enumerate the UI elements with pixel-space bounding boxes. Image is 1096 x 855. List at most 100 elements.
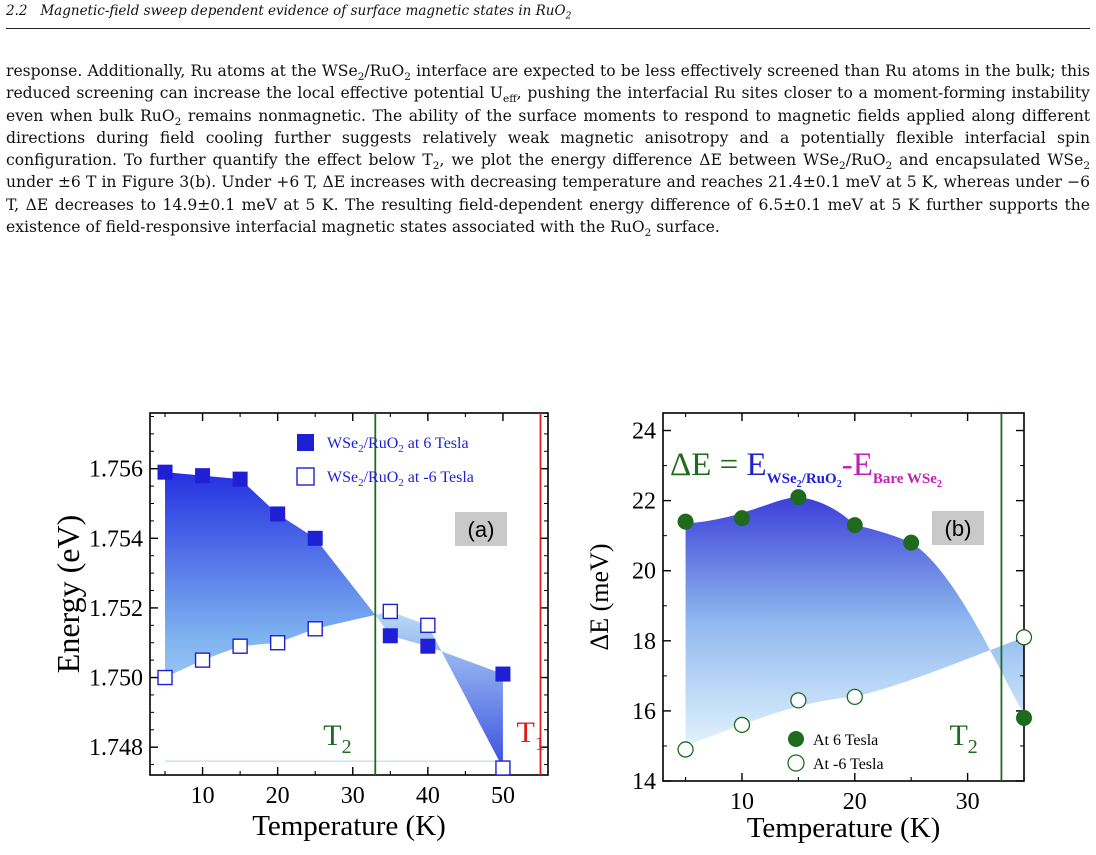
data-point-6T [790,489,807,506]
section-title-subscript: 2 [565,11,572,22]
legend-label-neg6T-part: /RuO [364,469,399,486]
y-tick-label: 1.752 [89,596,143,622]
formula-part: E [853,447,873,483]
formula-part: - [842,447,853,483]
x-tick-label: 20 [843,789,867,815]
y-tick-label: 18 [632,629,656,655]
y-tick-label: 16 [632,699,656,725]
label-T2-part: 2 [968,736,978,758]
legend-label-6T: At 6 Tesla [813,732,878,749]
paragraph-subscript: 2 [839,160,846,173]
data-point-6T [1016,709,1032,726]
formula-part: ΔE = [670,447,747,483]
band-fill [685,497,1024,746]
legend-label-6T-part: /RuO [364,435,399,452]
x-tick-label: 40 [416,783,440,809]
paragraph-subscript: 2 [404,71,411,84]
legend-label-6T-part: at 6 Tesla [404,435,469,452]
y-tick-label: 1.754 [89,526,143,552]
paragraph-subscript: 2 [174,115,182,128]
legend-label-6T-part: 2 [358,443,364,455]
formula-part: WSe [767,471,797,487]
data-point-6T [232,471,248,487]
data-point-6T [195,468,211,484]
plot-frame [149,412,549,776]
data-point-6T [846,517,863,534]
y-tick-label: 24 [632,419,656,445]
paragraph-text: interface are expected to be less effect… [6,62,1090,103]
paragraph-text: and encapsulated WSe [892,151,1084,170]
label-T1: T1 [516,716,544,755]
legend-label-neg6T-part: WSe [327,469,358,486]
legend-label-neg6T: WSe2/RuO2 at -6 Tesla [327,469,474,489]
band-fill-high-temp [375,611,503,769]
body-paragraph: response. Additionally, Ru atoms at the … [6,60,1090,238]
y-tick-label: 20 [632,559,656,585]
legend-label-neg6T-part: at -6 Tesla [404,469,474,486]
label-T2-part: T [949,719,967,752]
y-axis-title: Energy (eV) [50,515,86,673]
data-point-6T [677,513,694,530]
y-tick-label: 1.748 [89,735,143,761]
data-point-6T [495,666,511,682]
legend-label-6T: WSe2/RuO2 at 6 Tesla [327,435,469,455]
legend-label-neg6T: At -6 Tesla [813,756,884,773]
x-tick-label: 10 [730,789,754,815]
legend-label-neg6T-part: 2 [358,477,364,489]
x-tick-label: 50 [491,783,515,809]
data-point-6T [382,628,398,644]
label-T2: T2 [323,719,351,758]
formula: ΔE = EWSe2/RuO2-EBare WSe2 [670,447,942,490]
label-T2-part: T [323,719,341,752]
label-T1-part: 1 [535,733,545,755]
x-axis-title: Temperature (K) [252,810,446,842]
x-tick-label: 10 [191,783,215,809]
running-header: 2.2 Magnetic-field sweep dependent evide… [6,3,1090,29]
paragraph-subscript: 2 [432,160,440,173]
paragraph-text: /RuO [845,151,886,170]
paragraph-text: under ±6 T in Figure 3(b). Under +6 T, Δ… [6,173,1090,237]
label-T2: T2 [949,719,977,758]
formula-part: Bare WSe [873,471,937,487]
data-point-neg6T [307,621,323,637]
data-point-neg6T [846,688,863,706]
paragraph-subscript: 2 [1083,160,1090,173]
x-tick-label: 30 [341,783,365,809]
data-point-6T [733,510,750,527]
legend-marker-6T [788,731,804,747]
data-point-neg6T [420,617,436,634]
paragraph-subscript: 2 [644,227,652,240]
y-tick-label: 1.750 [89,666,143,692]
data-point-6T [420,638,436,654]
y-tick-label: 14 [632,769,656,795]
band-fill-low-temp [165,472,376,775]
paragraph-text: remains nonmagnetic. The ability of the … [6,106,1091,170]
paragraph-text: response. Additionally, Ru atoms at the … [6,62,358,80]
formula-part: 2 [797,479,802,490]
paragraph-text: , we plot the energy difference ΔE betwe… [439,151,840,170]
panel-label: (b) [945,516,972,541]
formula-part: 2 [837,479,842,490]
paragraph-subscript: eff [502,93,517,106]
formula-part: /RuO [801,471,837,487]
data-point-neg6T [1015,629,1033,646]
x-tick-label: 20 [266,783,290,809]
section-number: 2.2 [6,3,28,19]
panel-label: (a) [468,517,495,542]
y-tick-label: 22 [632,489,656,515]
paragraph-text: , pushing the interfacial Ru sites close… [6,84,1090,125]
data-point-6T [307,530,323,546]
legend-label-6T-part: WSe [327,435,358,452]
y-tick-label: 1.756 [89,457,143,483]
legend-label-6T-part: 2 [398,443,404,455]
formula-part: 2 [937,479,942,490]
legend-marker-neg6T [296,467,315,486]
paragraph-subscript: 2 [357,71,365,84]
panel-label-box [932,511,984,545]
y-axis-title: ΔE (meV) [585,544,614,651]
data-point-neg6T [382,603,399,620]
data-point-neg6T [495,760,511,776]
panel-label-box [455,512,507,546]
